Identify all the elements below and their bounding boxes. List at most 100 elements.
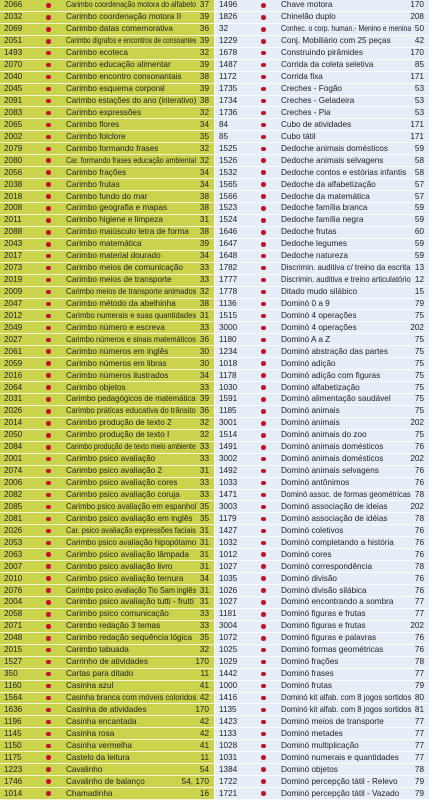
page-number: 33: [199, 489, 209, 499]
product-code: 1722: [219, 776, 238, 786]
page-number: 202: [410, 501, 424, 511]
bullet: [261, 146, 266, 151]
product-name: Carimbo encontro consonantais: [66, 72, 182, 82]
product-code: 1012: [219, 549, 238, 559]
catalog-row: 3002 202 Dominó animais domésticos: [215, 454, 429, 466]
page-number: 202: [410, 454, 424, 464]
bullet: [261, 3, 266, 8]
product-code: 1136: [219, 298, 237, 308]
page-number: 11: [200, 669, 210, 679]
bullet: [261, 373, 266, 378]
catalog-row: 1181 77 Dominó figuras e frutas: [215, 609, 429, 621]
bullet: [46, 743, 51, 749]
catalog-row: 1778 15 Ditado mudo silábico: [215, 287, 429, 299]
product-code: 2065: [4, 119, 23, 129]
page-number: 77: [414, 752, 424, 762]
page-number: 75: [414, 346, 424, 356]
product-code: 2053: [4, 537, 23, 547]
bullet: [261, 600, 266, 605]
page-number: 54: [199, 764, 209, 774]
product-code: 1678: [219, 48, 238, 58]
product-name: Dominó 4 operações: [281, 310, 357, 320]
catalog-row: 1514 75 Dominó animais do zoo: [215, 430, 429, 442]
product-name: Carimbo números ilustrados: [66, 370, 169, 380]
product-code: 1427: [219, 525, 238, 535]
bullet: [261, 421, 266, 426]
bullet: [261, 647, 266, 653]
product-name: Dedoche da alfabetização: [281, 179, 376, 189]
catalog-row: 1493 32 Carimbo ecoteca: [0, 48, 214, 60]
bullet: [46, 289, 51, 295]
product-code: 1029: [219, 657, 238, 667]
product-code: 3000: [219, 322, 238, 332]
product-name: Carimbo psico avaliação coruja: [66, 489, 180, 499]
product-name: Carrinho de atividades: [66, 657, 148, 667]
catalog-row: 2031 39 Carimbo pedagógicos de matemática: [0, 394, 214, 406]
page-number: 59: [414, 251, 424, 261]
product-code: 1492: [219, 466, 238, 476]
product-code: 1027: [219, 561, 238, 571]
product-code: 2008: [4, 203, 23, 213]
product-name: Dedoche contos e estórias infantis: [281, 167, 407, 177]
catalog-row: 1565 57 Dedoche da alfabetização: [215, 179, 429, 192]
catalog-row: 1636 170 Casinha de atividades: [0, 704, 214, 717]
product-code: 2070: [4, 60, 23, 70]
bullet: [46, 791, 51, 796]
product-name: Discrimin. auditiva e treino articulatór…: [281, 274, 411, 284]
catalog-row: 2050 32 Carimbo produção de texto I: [0, 430, 214, 442]
page-number: 31: [199, 597, 209, 607]
page-number: 32: [199, 48, 209, 58]
bullet: [261, 683, 266, 689]
product-name: Dominó frases: [281, 669, 334, 679]
page-number: 32: [199, 107, 209, 117]
product-code: 1564: [4, 692, 23, 702]
product-code: 2091: [4, 95, 23, 105]
product-name: Dominó metades: [281, 728, 343, 738]
page-number: 53: [414, 107, 424, 117]
product-code: 2049: [4, 322, 23, 332]
catalog-row: 1736 53 Creches - Pia: [215, 107, 429, 120]
page-number: 59: [414, 143, 424, 153]
product-name: Carimbo psico avaliação lâmpada: [66, 549, 189, 559]
page-number: 79: [414, 298, 424, 308]
product-name: Carimbo expressões: [66, 107, 142, 117]
product-code: 1416: [219, 692, 238, 702]
bullet: [261, 456, 266, 462]
page-number: 16: [199, 788, 209, 798]
page-number: 32: [199, 418, 209, 428]
page-number: 38: [199, 227, 209, 237]
bullet: [46, 98, 51, 104]
catalog-row: 1487 85 Corrida da coleta seletiva: [215, 60, 429, 72]
product-name: Cavalinho de balanço: [66, 776, 145, 786]
catalog-row: 1515 75 Dominó 4 operações: [215, 310, 429, 323]
page-number: 32: [199, 143, 209, 153]
catalog-row: 1721 79 Dominó percepção tátil - Vazado: [215, 788, 429, 800]
product-code: 1636: [4, 704, 23, 714]
product-name: Dominó encontrando a sombra: [281, 597, 394, 607]
bullet: [261, 612, 266, 617]
catalog-row: 1523 59 Dedoche família branca: [215, 203, 429, 215]
product-name: Carimbo ecoteca: [66, 48, 128, 58]
catalog-row: 1416 80 Dominó kit alfab. com 8 jogos sort…: [215, 693, 429, 705]
catalog-row: 1028 77 Dominó multiplicação: [215, 740, 429, 753]
page-number: 33: [199, 621, 209, 631]
product-name: Discrimin. auditiva c/ treino da escrita: [281, 263, 411, 273]
page-number: 59: [414, 215, 424, 225]
product-code: 1423: [219, 716, 238, 726]
product-name: Dominó kit alfab. com 8 jogos sortidos: [281, 692, 412, 702]
catalog-row: 2019 33 Carimbo meios de transporte: [0, 275, 214, 287]
product-code: 2026: [4, 525, 23, 535]
page-number: 171: [410, 72, 424, 82]
product-code: 2048: [4, 633, 23, 643]
product-name: Carimbo psico avaliação Tio Sam inglês: [66, 585, 197, 595]
product-code: 1384: [219, 764, 238, 774]
product-name: Carimbo psico avaliação em inglês: [66, 513, 193, 523]
product-code: 1826: [219, 12, 238, 22]
page-number: 42: [199, 728, 209, 738]
product-name: Dominó abstração das partes: [281, 346, 388, 356]
product-code: 2079: [4, 143, 23, 153]
page-number: 41: [199, 680, 209, 690]
catalog-row: 2002 35 Carimbo folclore: [0, 131, 214, 144]
product-name: Carimbo psico comunicação: [66, 609, 169, 619]
